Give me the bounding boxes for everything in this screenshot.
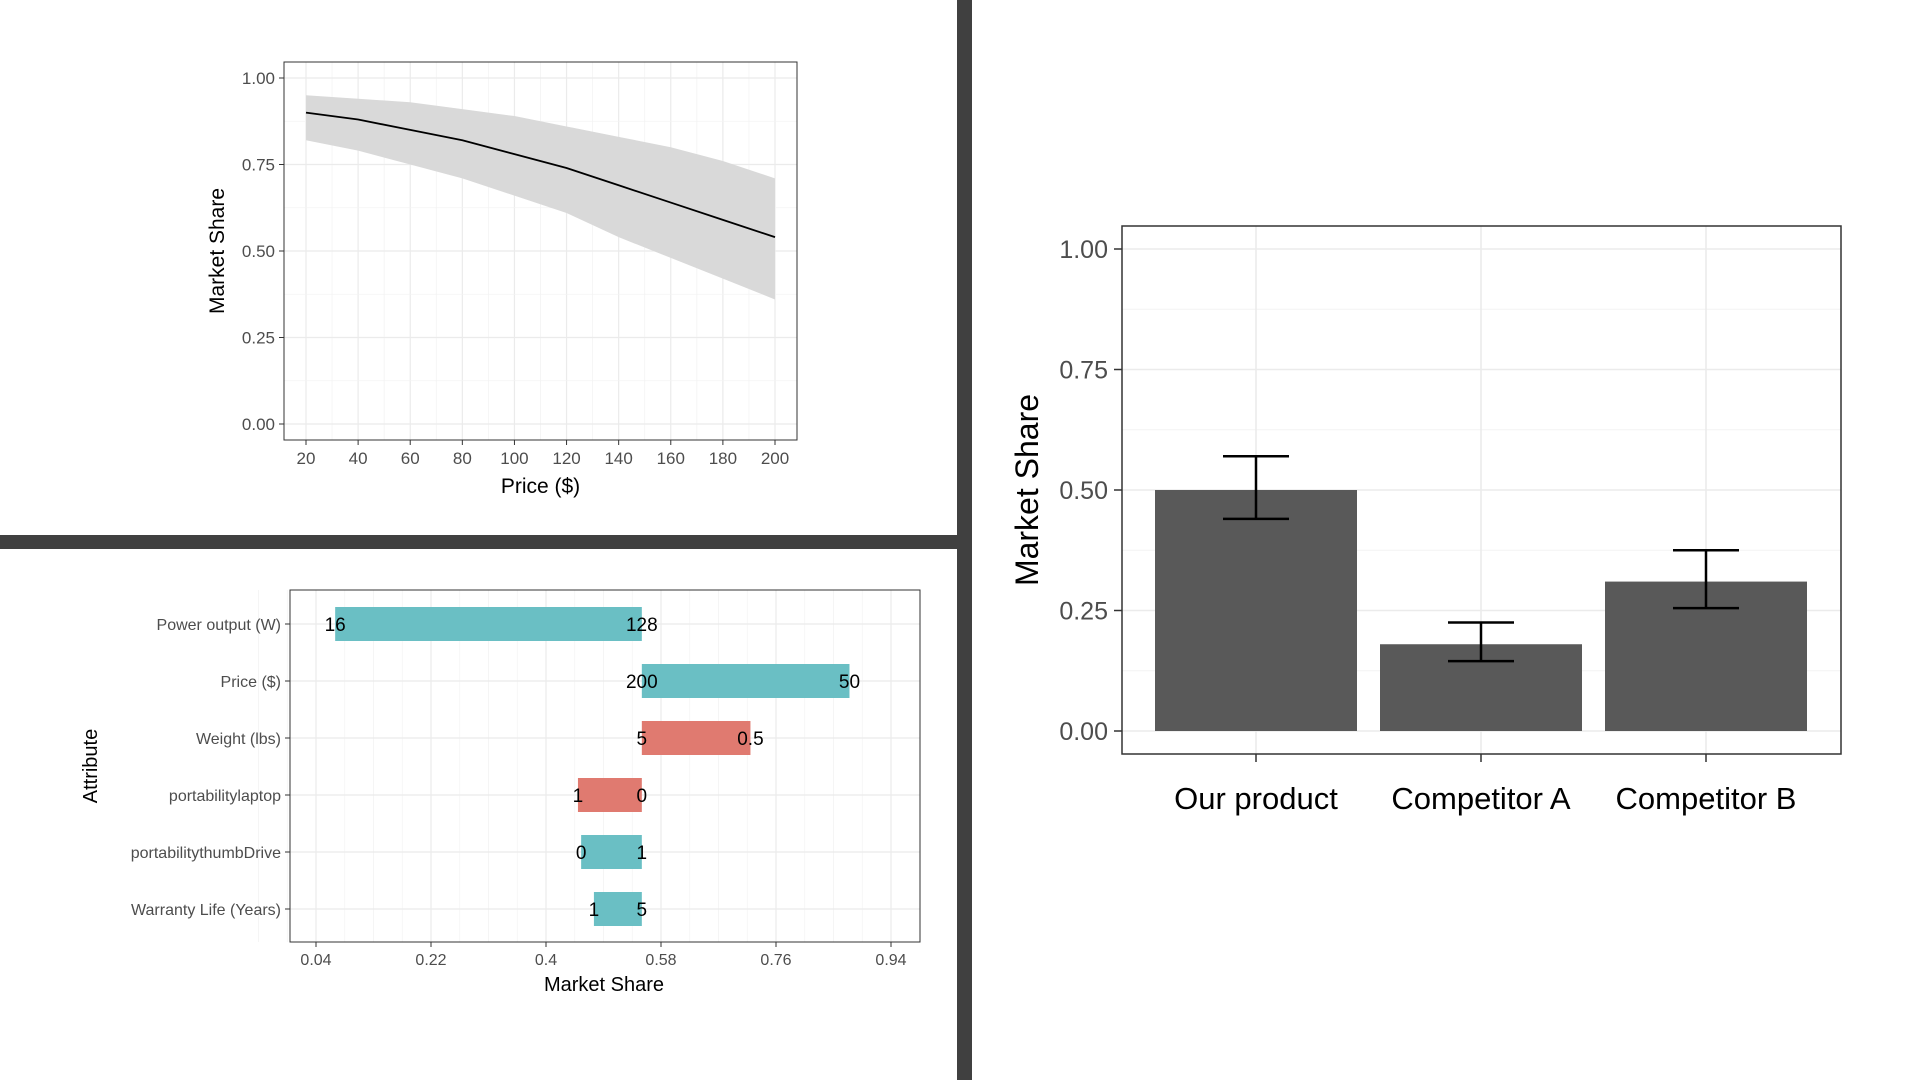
x-tick-label: 180: [709, 449, 737, 468]
x-tick-label: 140: [604, 449, 632, 468]
y-axis-title: Market Share: [206, 188, 229, 314]
attribute-label: portabilitylaptop: [169, 788, 281, 805]
panel-border: [283, 61, 798, 441]
bar-end-label: 50: [839, 672, 860, 693]
x-tick-label: 0.22: [415, 952, 446, 969]
x-tick-label: 0.94: [875, 952, 906, 969]
y-tick-label: 0.25: [242, 329, 275, 348]
attribute-bar: [581, 835, 642, 869]
bar-start-label: 1: [573, 786, 584, 807]
y-tick-label: 0.75: [1059, 357, 1108, 385]
attribute-bar: [577, 778, 642, 812]
bar-end-label: 5: [637, 900, 648, 921]
bar-end-label: 0: [637, 786, 648, 807]
bar-start-label: 5: [637, 729, 648, 750]
attribute-bar: [641, 721, 751, 755]
category-label: Competitor A: [1391, 781, 1571, 816]
bar-end-label: 1: [637, 843, 648, 864]
y-tick-label: 0.00: [1059, 718, 1108, 746]
attribute-label: Warranty Life (Years): [131, 902, 281, 919]
x-tick-label: 160: [657, 449, 685, 468]
market-share-bar: [1155, 490, 1357, 731]
market-share-bar: [1605, 581, 1807, 731]
y-tick-label: 0.00: [242, 415, 275, 434]
bar-start-label: 16: [325, 615, 346, 636]
vertical-divider: [957, 0, 972, 1080]
confidence-ribbon: [306, 95, 775, 300]
y-tick-label: 0.75: [242, 156, 275, 175]
attribute-label: Price ($): [221, 674, 281, 691]
attribute-label: Weight (lbs): [196, 731, 281, 748]
market-share-bar: [1380, 644, 1582, 731]
category-label: Competitor B: [1616, 781, 1797, 816]
market-share-line: [305, 111, 776, 239]
x-tick-label: 80: [453, 449, 472, 468]
attribute-label: portabilitythumbDrive: [131, 845, 281, 862]
bar-start-label: 0: [576, 843, 587, 864]
y-axis-title: Market Share: [1009, 394, 1045, 586]
x-axis-title: Price ($): [501, 475, 580, 498]
horizontal-divider: [0, 535, 957, 549]
bar-end-label: 128: [626, 615, 658, 636]
y-tick-label: 0.25: [1059, 598, 1108, 626]
bar-start-label: 200: [626, 672, 658, 693]
x-axis-title: Market Share: [544, 974, 664, 996]
y-tick-label: 1.00: [1059, 236, 1108, 264]
x-tick-label: 200: [761, 449, 789, 468]
attribute-bar: [335, 607, 642, 641]
x-tick-label: 20: [297, 449, 316, 468]
x-tick-label: 0.76: [760, 952, 791, 969]
x-tick-label: 0.58: [645, 952, 676, 969]
attribute-bar: [641, 664, 850, 698]
y-tick-label: 0.50: [242, 242, 275, 261]
panel-border: [289, 589, 921, 943]
x-tick-label: 0.4: [535, 952, 557, 969]
category-label: Our product: [1174, 781, 1338, 816]
attribute-bar: [593, 892, 642, 926]
bar-end-label: 0.5: [737, 729, 763, 750]
attribute-label: Power output (W): [157, 617, 281, 634]
x-tick-label: 40: [349, 449, 368, 468]
x-tick-label: 100: [500, 449, 528, 468]
panel-border: [1121, 225, 1842, 755]
x-tick-label: 0.04: [300, 952, 331, 969]
y-axis-title: Attribute: [80, 729, 102, 803]
x-tick-label: 120: [552, 449, 580, 468]
x-tick-label: 60: [401, 449, 420, 468]
y-tick-label: 1.00: [242, 69, 275, 88]
bar-start-label: 1: [589, 900, 600, 921]
y-tick-label: 0.50: [1059, 477, 1108, 505]
